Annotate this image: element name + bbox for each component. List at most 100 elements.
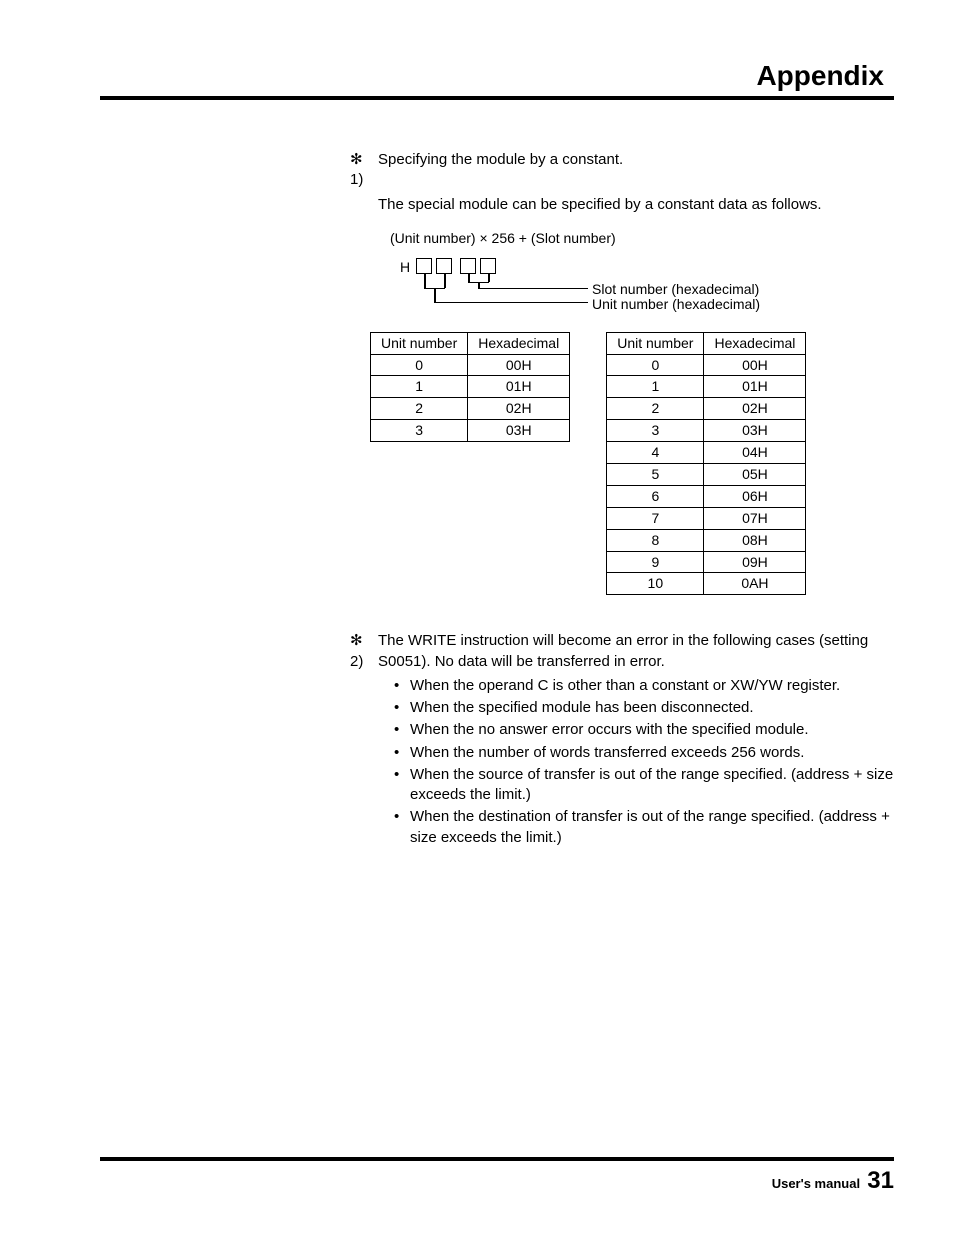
table-row: 606H (607, 485, 806, 507)
table-cell: 9 (607, 551, 704, 573)
bullet-marker: • (394, 698, 410, 718)
content-area: ✻ 1) Specifying the module by a constant… (100, 150, 894, 848)
table-cell: 01H (468, 376, 570, 398)
footer-rule (100, 1157, 894, 1161)
table-cell: 02H (468, 398, 570, 420)
table-row: 303H (371, 420, 570, 442)
hex-h-label: H (400, 258, 410, 277)
diag-line (444, 274, 446, 288)
table-row: 303H (607, 420, 806, 442)
table-cell: 07H (704, 507, 806, 529)
unit-table-right: Unit numberHexadecimal000H101H202H303H40… (606, 332, 806, 596)
bullet-item: •When the source of transfer is out of t… (394, 765, 894, 806)
section-1: ✻ 1) Specifying the module by a constant… (350, 150, 894, 595)
bullet-list: •When the operand C is other than a cons… (350, 676, 894, 848)
table-cell: 00H (468, 354, 570, 376)
page: Appendix ✻ 1) Specifying the module by a… (0, 0, 954, 1235)
table-cell: 8 (607, 529, 704, 551)
page-number: 31 (867, 1167, 894, 1194)
table-cell: 6 (607, 485, 704, 507)
bullet-marker: • (394, 676, 410, 696)
diag-line (434, 302, 588, 304)
table-cell: 02H (704, 398, 806, 420)
bullet-marker: • (394, 743, 410, 763)
bullet-item: •When the specified module has been disc… (394, 698, 894, 718)
table-cell: 1 (371, 376, 468, 398)
table-row: 404H (607, 442, 806, 464)
bullet-marker: • (394, 765, 410, 806)
table-cell: 01H (704, 376, 806, 398)
table-row: 909H (607, 551, 806, 573)
table-cell: 10 (607, 573, 704, 595)
section-2-header: ✻ 2) The WRITE instruction will become a… (350, 631, 894, 672)
hex-box-1 (416, 258, 432, 274)
bullet-item: •When the operand C is other than a cons… (394, 676, 894, 696)
hex-diagram: H Slot number (hexadecimal) (400, 258, 894, 318)
table-cell: 03H (468, 420, 570, 442)
section-1-line2: The special module can be specified by a… (350, 195, 894, 215)
bullet-marker: • (394, 807, 410, 848)
table-cell: 08H (704, 529, 806, 551)
hex-box-4 (480, 258, 496, 274)
hex-box-3 (460, 258, 476, 274)
diag-line (468, 274, 470, 282)
bullet-text: When the operand C is other than a const… (410, 676, 840, 696)
section-1-header: ✻ 1) Specifying the module by a constant… (350, 150, 894, 191)
header-rule (100, 96, 894, 100)
table-cell: 0 (371, 354, 468, 376)
table-cell: 3 (607, 420, 704, 442)
table-cell: 3 (371, 420, 468, 442)
bullet-item: •When the destination of transfer is out… (394, 807, 894, 848)
table-cell: 7 (607, 507, 704, 529)
bullet-text: When the source of transfer is out of th… (410, 765, 894, 806)
bullet-text: When the specified module has been disco… (410, 698, 754, 718)
bullet-text: When the destination of transfer is out … (410, 807, 894, 848)
table-cell: 1 (607, 376, 704, 398)
table-row: 100AH (607, 573, 806, 595)
table-row: 101H (607, 376, 806, 398)
table-row: 202H (607, 398, 806, 420)
section-2-marker: ✻ 2) (350, 631, 378, 672)
table-cell: 0AH (704, 573, 806, 595)
diag-line (424, 274, 426, 288)
footer: User's manual 31 (100, 1157, 894, 1195)
table-cell: 2 (607, 398, 704, 420)
table-row: 000H (371, 354, 570, 376)
diag-line (488, 274, 490, 282)
unit-table-left: Unit numberHexadecimal000H101H202H303H (370, 332, 570, 442)
table-cell: 09H (704, 551, 806, 573)
footer-label: User's manual (772, 1176, 860, 1191)
table-cell: 05H (704, 463, 806, 485)
section-1-marker: ✻ 1) (350, 150, 378, 191)
table-cell: 03H (704, 420, 806, 442)
footer-text: User's manual 31 (100, 1167, 894, 1195)
table-row: 707H (607, 507, 806, 529)
page-title: Appendix (100, 60, 894, 92)
table-cell: 2 (371, 398, 468, 420)
unit-label: Unit number (hexadecimal) (592, 295, 760, 314)
diag-line (478, 288, 588, 290)
hex-box-2 (436, 258, 452, 274)
section-2: ✻ 2) The WRITE instruction will become a… (350, 631, 894, 848)
formula-block: (Unit number) × 256 + (Slot number) H Sl… (350, 229, 894, 318)
table-row: 101H (371, 376, 570, 398)
diag-line (434, 288, 436, 302)
table-header-cell: Hexadecimal (704, 332, 806, 354)
tables-row: Unit numberHexadecimal000H101H202H303H U… (350, 332, 894, 596)
bullet-text: When the no answer error occurs with the… (410, 720, 809, 740)
section-1-line1: Specifying the module by a constant. (378, 150, 894, 191)
table-cell: 00H (704, 354, 806, 376)
table-header-cell: Unit number (607, 332, 704, 354)
bullet-marker: • (394, 720, 410, 740)
table-row: 505H (607, 463, 806, 485)
table-cell: 5 (607, 463, 704, 485)
bullet-item: •When the no answer error occurs with th… (394, 720, 894, 740)
table-row: 808H (607, 529, 806, 551)
section-2-line1: The WRITE instruction will become an err… (378, 631, 894, 672)
table-header-cell: Hexadecimal (468, 332, 570, 354)
table-header-cell: Unit number (371, 332, 468, 354)
formula-text: (Unit number) × 256 + (Slot number) (390, 229, 894, 248)
table-cell: 0 (607, 354, 704, 376)
bullet-item: •When the number of words transferred ex… (394, 743, 894, 763)
table-row: 000H (607, 354, 806, 376)
